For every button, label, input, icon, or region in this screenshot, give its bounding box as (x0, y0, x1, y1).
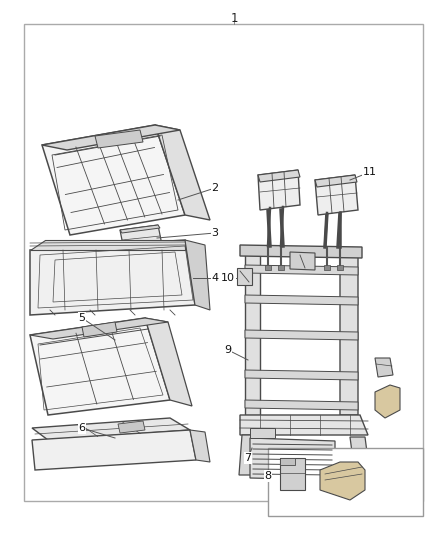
Text: 5: 5 (78, 313, 85, 323)
Polygon shape (375, 358, 393, 377)
Polygon shape (245, 370, 358, 380)
Polygon shape (82, 322, 117, 337)
Polygon shape (30, 318, 170, 415)
Text: 7: 7 (244, 453, 251, 463)
Polygon shape (185, 240, 210, 310)
Polygon shape (30, 318, 168, 339)
Polygon shape (190, 430, 210, 462)
Polygon shape (42, 125, 180, 150)
Text: 4: 4 (212, 273, 219, 283)
Polygon shape (324, 265, 330, 270)
Polygon shape (240, 245, 362, 258)
Polygon shape (245, 265, 358, 275)
Polygon shape (239, 435, 255, 475)
Polygon shape (245, 330, 358, 340)
Text: 3: 3 (212, 228, 219, 238)
Text: 8: 8 (265, 471, 272, 481)
Polygon shape (290, 252, 315, 270)
Text: 6: 6 (78, 423, 85, 433)
Polygon shape (337, 265, 343, 270)
Polygon shape (245, 295, 358, 305)
Text: 1: 1 (230, 12, 238, 25)
Polygon shape (240, 415, 368, 435)
Polygon shape (32, 418, 190, 440)
Polygon shape (315, 175, 357, 187)
Polygon shape (120, 225, 162, 250)
Text: 9: 9 (224, 345, 232, 355)
Polygon shape (250, 438, 335, 480)
Polygon shape (278, 265, 284, 270)
Polygon shape (155, 125, 210, 220)
Polygon shape (237, 268, 252, 285)
Polygon shape (280, 458, 305, 490)
Polygon shape (250, 428, 275, 438)
Polygon shape (320, 462, 365, 500)
Polygon shape (258, 170, 300, 210)
Polygon shape (32, 430, 196, 470)
Bar (24, 24, 423, 501)
Polygon shape (120, 225, 160, 233)
Polygon shape (145, 318, 192, 406)
Polygon shape (258, 170, 300, 182)
Polygon shape (350, 437, 370, 475)
Polygon shape (30, 240, 185, 250)
Polygon shape (268, 448, 423, 516)
Polygon shape (315, 175, 358, 215)
Text: 2: 2 (212, 183, 219, 193)
Text: 11: 11 (363, 167, 377, 177)
Polygon shape (280, 458, 295, 465)
Polygon shape (375, 385, 400, 418)
Polygon shape (118, 421, 145, 433)
Polygon shape (42, 125, 185, 235)
Polygon shape (95, 130, 143, 148)
Polygon shape (245, 400, 358, 410)
Text: 10: 10 (221, 273, 235, 283)
Polygon shape (245, 248, 260, 415)
Polygon shape (265, 265, 271, 270)
Polygon shape (340, 248, 358, 415)
Polygon shape (30, 240, 195, 315)
